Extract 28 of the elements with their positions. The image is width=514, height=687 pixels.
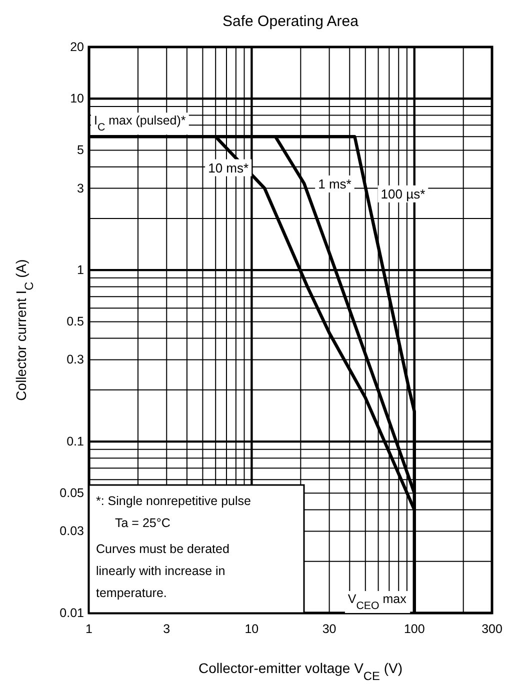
- y-tick-label: 0.05: [60, 486, 84, 500]
- x-axis-title: Collector-emitter voltage V$_{CE}$ (V): [198, 660, 403, 683]
- x-tick-label: 30: [322, 622, 336, 636]
- y-tick-label: 1: [77, 263, 84, 278]
- x-tick-label: 100: [404, 622, 425, 636]
- x-tick-label: 3: [163, 622, 170, 636]
- x-tick-label: 1: [86, 622, 93, 636]
- series-label: 100 µs*: [380, 186, 426, 202]
- y-tick-label: 5: [77, 143, 84, 158]
- x-tick-label: 300: [482, 622, 502, 636]
- annotation: *: Single nonrepetitive pulse: [96, 494, 252, 508]
- note-box: *: Single nonrepetitive pulse Ta = 25°C Curves must be derated linearly with increase in temperature.: [88, 484, 305, 614]
- chart-title: Safe Operating Area: [222, 13, 360, 30]
- x-tick-label: 10: [244, 622, 259, 636]
- annotation: Curves must be derated linearly with increase in temperature.: [96, 542, 230, 600]
- annotation: Ta = 25°C: [115, 516, 170, 530]
- annotation: I$_{C}$ max (pulsed)*: [94, 114, 186, 134]
- y-tick-label: 0.5: [66, 314, 84, 329]
- annotation: V$_{CEO}$ max: [348, 592, 408, 612]
- y-tick-label: 0.1: [66, 434, 84, 449]
- y-tick-label: 0.3: [66, 352, 84, 367]
- series-label: 10 ms*: [208, 160, 249, 176]
- series-label: 1 ms*: [318, 176, 352, 192]
- y-tick-label: 20: [70, 40, 84, 54]
- y-tick-label: 3: [77, 181, 84, 196]
- y-tick-label: 0.03: [60, 524, 84, 538]
- y-tick-label: 10: [70, 92, 84, 106]
- y-tick-label: 0.01: [60, 606, 84, 620]
